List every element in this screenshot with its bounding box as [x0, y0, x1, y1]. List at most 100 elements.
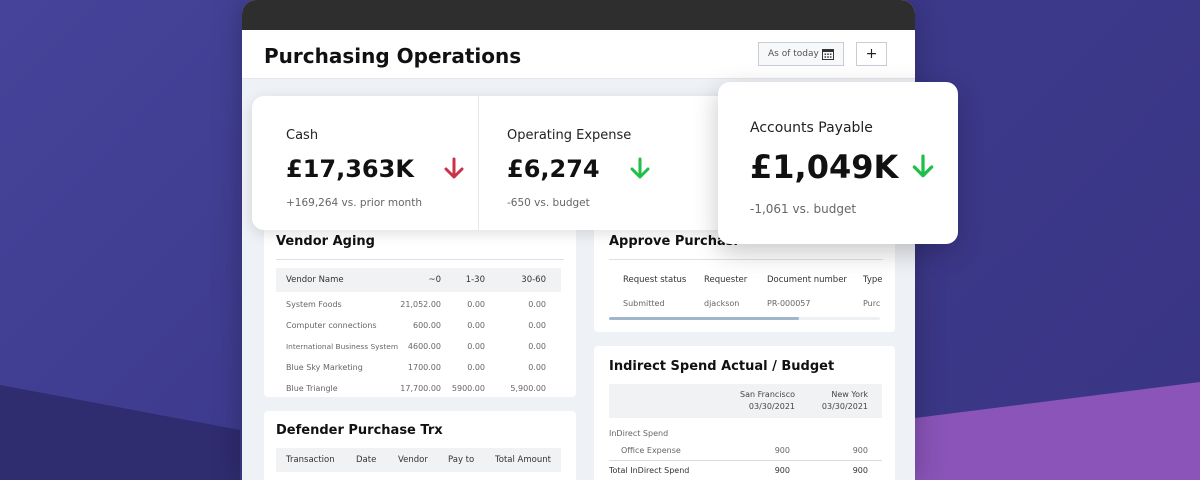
kpi-value-row: £17,363K	[286, 155, 478, 183]
scrollbar-thumb[interactable]	[609, 317, 799, 320]
vendor-aging-panel: Vendor Aging Vendor Name ~0 1-30 30-60 S…	[264, 222, 576, 397]
cell-30-60: 0.00	[528, 342, 546, 351]
table-row[interactable]: Blue Sky Marketing 1700.00 0.00 0.00	[276, 358, 561, 378]
column-name: New York	[831, 390, 868, 399]
column-header[interactable]: Transaction	[286, 455, 335, 465]
column-header[interactable]: Request status	[623, 275, 687, 285]
cell-30-60: 0.00	[528, 363, 546, 372]
column-header[interactable]: 30-60	[521, 275, 546, 285]
arrow-down-icon	[630, 157, 650, 179]
kpi-card-accounts-payable[interactable]: Accounts Payable £1,049K -1,061 vs. budg…	[718, 82, 958, 244]
page-header: Purchasing Operations As of today +	[242, 30, 915, 79]
cell-30-60: 5,900.00	[510, 384, 546, 393]
indirect-spend-header: San Francisco 03/30/2021 New York 03/30/…	[609, 384, 882, 418]
cell-1-30: 5900.00	[451, 384, 485, 393]
approve-purchasing-title: Approve Purchasi	[609, 234, 738, 249]
column-name: San Francisco	[740, 390, 795, 399]
column-header[interactable]: Pay to	[448, 455, 475, 465]
column-header[interactable]: Total Amount	[495, 455, 551, 465]
column-header[interactable]: Type	[863, 275, 883, 285]
cell-document: PR-000057	[767, 299, 811, 308]
column-header[interactable]: Date	[356, 455, 377, 465]
defender-purchase-panel: Defender Purchase Trx Transaction Date V…	[264, 411, 576, 480]
kpi-comparison: -650 vs. budget	[507, 197, 590, 209]
row-label: Office Expense	[621, 446, 681, 455]
column-header[interactable]: 1-30	[465, 275, 485, 285]
cell-new-york: 900	[852, 446, 868, 455]
table-row[interactable]: InDirect Spend	[609, 425, 882, 443]
column-header[interactable]: Requester	[704, 275, 748, 285]
table-row[interactable]: Total InDirect Spend 900 900	[609, 462, 882, 480]
cell-new-york: 900	[852, 466, 868, 475]
cell-san-francisco: 900	[774, 446, 790, 455]
table-row[interactable]: Blue Triangle 17,700.00 5900.00 5,900.00	[276, 379, 561, 399]
cell-type: Purc	[863, 299, 881, 308]
column-header[interactable]: New York 03/30/2021	[822, 389, 868, 413]
cell-1-30: 0.00	[467, 363, 485, 372]
column-header[interactable]: ~0	[428, 275, 441, 285]
indirect-spend-title: Indirect Spend Actual / Budget	[609, 359, 835, 374]
cell-1-30: 0.00	[467, 300, 485, 309]
cell-0: 1700.00	[407, 363, 441, 372]
cell-vendor: Computer connections	[286, 321, 377, 330]
cell-requester: djackson	[704, 299, 740, 308]
cell-1-30: 0.00	[467, 321, 485, 330]
date-filter-button[interactable]: As of today	[758, 42, 844, 66]
row-label: Total InDirect Spend	[609, 466, 690, 475]
table-row[interactable]: Submitted djackson PR-000057 Purc	[609, 294, 880, 314]
defender-purchase-title: Defender Purchase Trx	[276, 423, 443, 438]
cell-vendor: System Foods	[286, 300, 342, 309]
table-row[interactable]: Computer connections 600.00 0.00 0.00	[276, 316, 561, 336]
defender-purchase-header: Transaction Date Vendor Pay to Total Amo…	[276, 448, 561, 472]
date-filter-label: As of today	[768, 49, 819, 59]
kpi-value: £6,274	[507, 155, 600, 183]
page-title: Purchasing Operations	[264, 44, 522, 68]
add-button[interactable]: +	[856, 42, 887, 66]
window-titlebar	[242, 0, 915, 30]
horizontal-scrollbar[interactable]	[609, 317, 880, 320]
kpi-strip: Cash £17,363K +169,264 vs. prior month O…	[252, 96, 748, 230]
row-label: InDirect Spend	[609, 429, 669, 438]
cell-30-60: 0.00	[528, 321, 546, 330]
column-header[interactable]: San Francisco 03/30/2021	[740, 389, 795, 413]
kpi-comparison: -1,061 vs. budget	[750, 202, 857, 216]
indirect-spend-panel: Indirect Spend Actual / Budget San Franc…	[594, 346, 895, 480]
kpi-label: Cash	[286, 128, 319, 143]
kpi-card-cash[interactable]: Cash £17,363K +169,264 vs. prior month	[252, 96, 478, 230]
column-date: 03/30/2021	[748, 402, 795, 411]
table-row[interactable]: System Foods 21,052.00 0.00 0.00	[276, 295, 561, 315]
kpi-value: £1,049K	[750, 148, 899, 186]
cell-vendor: International Business System	[286, 342, 399, 351]
kpi-value-row: £6,274	[507, 155, 704, 183]
cell-status: Submitted	[623, 299, 665, 308]
cell-1-30: 0.00	[467, 342, 485, 351]
column-header[interactable]: Vendor	[398, 455, 428, 465]
column-header[interactable]: Vendor Name	[286, 275, 344, 285]
arrow-down-icon	[444, 157, 464, 179]
cell-vendor: Blue Triangle	[286, 384, 338, 393]
cell-0: 21,052.00	[400, 300, 441, 309]
cell-0: 17,700.00	[400, 384, 441, 393]
vendor-aging-header: Vendor Name ~0 1-30 30-60	[276, 268, 561, 292]
table-row[interactable]: Office Expense 900 900	[609, 442, 882, 461]
arrow-down-icon	[912, 154, 934, 178]
divider	[609, 259, 883, 260]
kpi-label: Accounts Payable	[750, 120, 873, 136]
divider	[276, 259, 564, 260]
column-date: 03/30/2021	[821, 402, 868, 411]
cell-0: 600.00	[413, 321, 441, 330]
kpi-card-operating-expense[interactable]: Operating Expense £6,274 -650 vs. budget	[478, 96, 704, 230]
kpi-label: Operating Expense	[507, 128, 632, 143]
vendor-aging-title: Vendor Aging	[276, 234, 375, 249]
cell-30-60: 0.00	[528, 300, 546, 309]
approve-purchasing-header: Request status Requester Document number…	[609, 268, 883, 292]
calendar-icon	[822, 49, 834, 60]
column-header[interactable]: Document number	[767, 275, 847, 285]
cell-0: 4600.00	[407, 342, 441, 351]
kpi-comparison: +169,264 vs. prior month	[286, 197, 422, 209]
cell-vendor: Blue Sky Marketing	[286, 363, 363, 372]
table-row[interactable]: International Business System 4600.00 0.…	[276, 337, 561, 357]
kpi-value: £17,363K	[286, 155, 414, 183]
cell-san-francisco: 900	[774, 466, 790, 475]
